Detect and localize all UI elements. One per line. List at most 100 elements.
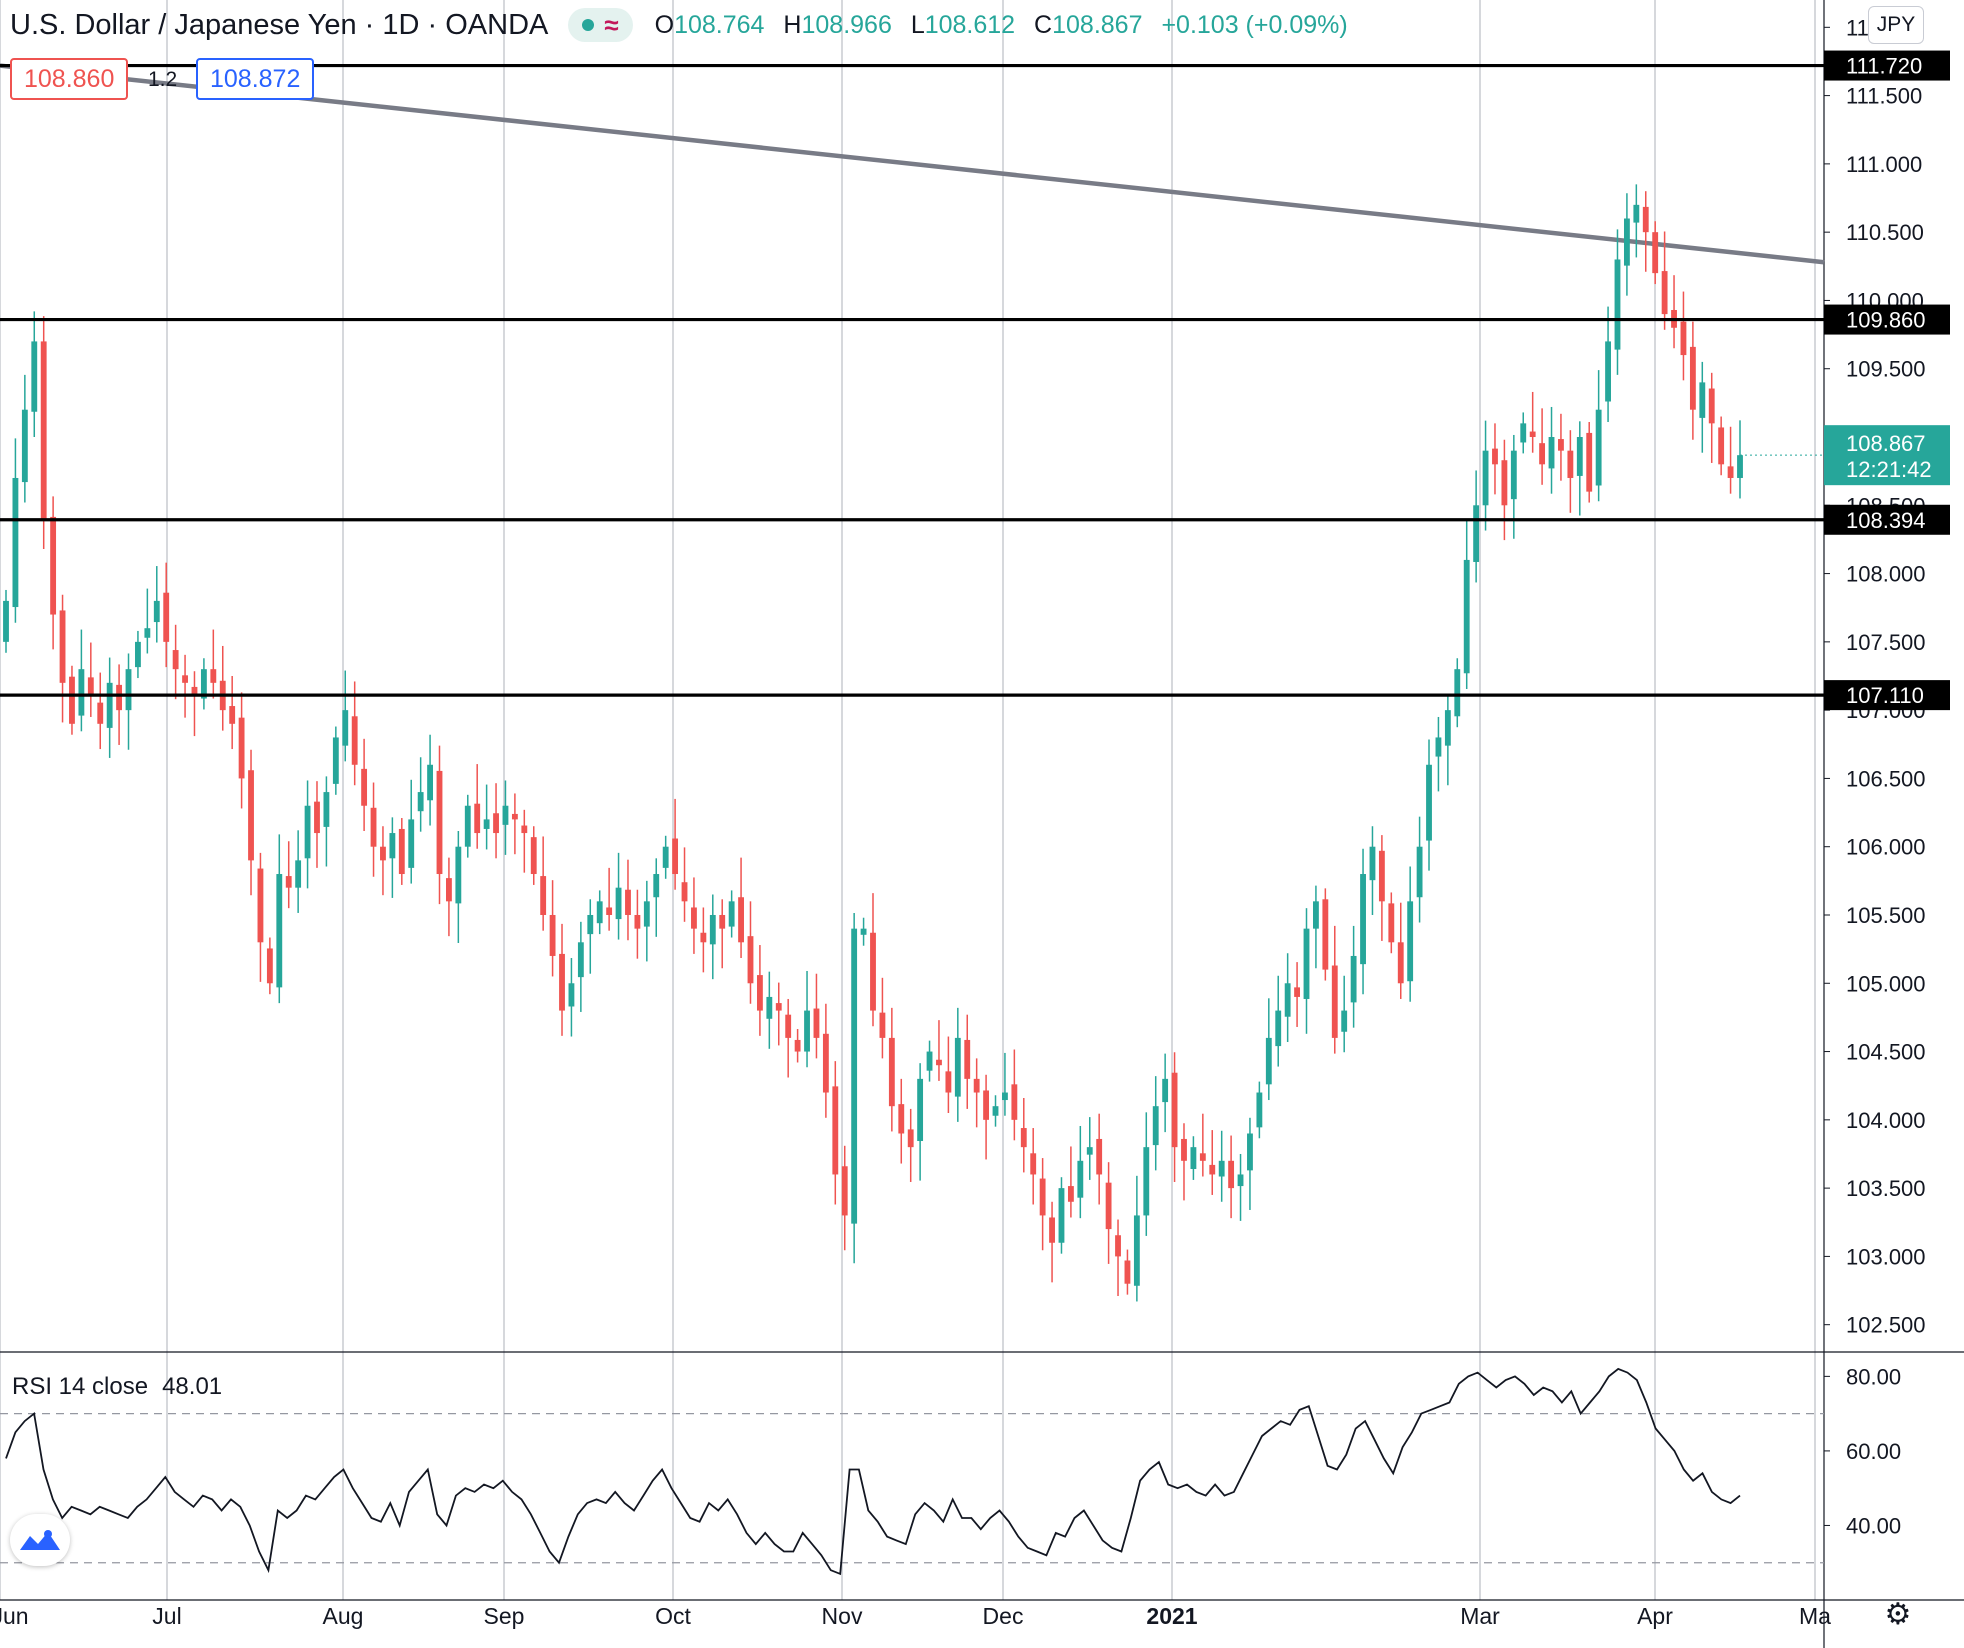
candle-body <box>1661 271 1668 315</box>
level-price-tag <box>1824 680 1950 711</box>
candle-body <box>97 702 104 724</box>
price-tick-label: 111.000 <box>1846 152 1922 177</box>
candle-body <box>31 341 38 412</box>
time-axis-label: Aug <box>323 1603 364 1629</box>
candle-body <box>1614 259 1621 350</box>
candle-body <box>389 833 396 859</box>
chart-header: U.S. Dollar / Japanese Yen · 1D · OANDA … <box>10 8 1360 42</box>
candle-body <box>464 805 471 847</box>
candle-body <box>1539 443 1546 465</box>
candle-body <box>747 936 754 984</box>
rsi-tick-label: 40.00 <box>1846 1513 1901 1538</box>
candle-body <box>983 1090 990 1120</box>
candle-body <box>361 768 368 806</box>
candle-body <box>775 1003 782 1011</box>
candle-body <box>314 801 320 834</box>
candle-body <box>634 914 641 929</box>
close-value: 108.867 <box>1052 10 1143 39</box>
level-price-tag <box>1824 50 1950 81</box>
price-tick-label: 109.500 <box>1846 357 1926 382</box>
level-price-text: 108.394 <box>1846 508 1926 533</box>
candle-body <box>1586 432 1593 492</box>
candle-body <box>1350 955 1357 1003</box>
rsi-legend[interactable]: RSI 14 close 48.01 <box>12 1373 222 1401</box>
candle-body <box>1190 1147 1197 1170</box>
candle-body <box>1105 1182 1112 1230</box>
candle-body <box>870 932 876 1011</box>
candle-body <box>1313 901 1319 929</box>
candle-body <box>625 889 631 915</box>
candle-body <box>1199 1153 1206 1161</box>
candle-body <box>1039 1178 1046 1216</box>
symbol-title[interactable]: U.S. Dollar / Japanese Yen · 1D · OANDA <box>10 8 549 41</box>
candle-body <box>954 1037 961 1097</box>
candle-body <box>1162 1078 1169 1103</box>
low-value: 108.612 <box>924 10 1016 39</box>
candle-body <box>1623 218 1630 266</box>
candle-body <box>643 901 650 927</box>
candle-body <box>615 887 622 920</box>
candle-body <box>1256 1092 1263 1128</box>
time-axis-label: Jun <box>0 1603 29 1629</box>
candle-body <box>832 1086 839 1175</box>
sell-price: 108.860 <box>24 64 115 93</box>
candle-body <box>1633 204 1640 223</box>
candle-body <box>521 825 528 834</box>
candle-body <box>483 819 490 829</box>
candle-body <box>1294 987 1300 997</box>
candle-body <box>276 874 283 988</box>
candle-body <box>342 710 349 746</box>
candle-body <box>549 914 556 956</box>
candle-body <box>40 341 47 519</box>
price-tick-label: 110.500 <box>1846 220 1924 245</box>
rsi-value: 48.01 <box>162 1373 223 1400</box>
candle-body <box>210 669 217 683</box>
time-axis-label: Ma <box>1799 1603 1831 1629</box>
candle-body <box>851 928 858 1224</box>
gear-icon[interactable]: ⚙ <box>1884 1597 1912 1631</box>
buy-button[interactable]: 108.872 <box>196 58 315 100</box>
candle-body <box>973 1078 980 1093</box>
price-tick-label: 111.500 <box>1846 84 1922 109</box>
time-axis-label: Jul <box>152 1603 181 1629</box>
candle-body <box>248 770 254 861</box>
candle-body <box>1558 439 1564 451</box>
candle-body <box>427 764 433 801</box>
candle-body <box>1407 901 1414 982</box>
candle-body <box>1331 965 1338 1038</box>
time-axis-label: 2021 <box>1146 1603 1197 1629</box>
candle-body <box>1171 1072 1178 1148</box>
rsi-label: RSI 14 close <box>12 1373 149 1400</box>
candle-body <box>172 650 179 670</box>
candle-body <box>719 914 726 929</box>
candle-body <box>738 897 744 943</box>
candle-body <box>530 837 537 875</box>
candle-body <box>1510 450 1517 500</box>
candle-body <box>1369 846 1376 881</box>
candle-body <box>1115 1235 1121 1257</box>
candle-body <box>446 878 452 902</box>
candle-body <box>1397 942 1404 984</box>
candle-body <box>1680 321 1687 356</box>
candle-body <box>1237 1174 1244 1187</box>
candle-body <box>116 684 123 711</box>
candle-body <box>1181 1138 1187 1161</box>
level-price-text: 111.720 <box>1846 54 1922 79</box>
currency-button[interactable]: JPY <box>1868 6 1924 44</box>
candle-body <box>1067 1186 1074 1202</box>
candle-body <box>898 1104 905 1134</box>
candle-body <box>370 807 377 847</box>
tradingview-logo-icon[interactable] <box>10 1514 70 1566</box>
candle-body <box>285 876 292 888</box>
status-pill[interactable]: ≈ <box>568 8 633 42</box>
candle-body <box>813 1008 820 1038</box>
candle-body <box>1096 1138 1103 1175</box>
candle-body <box>153 600 160 623</box>
sell-button[interactable]: 108.860 <box>10 58 129 100</box>
candle-body <box>417 792 424 812</box>
candle-body <box>841 1166 848 1216</box>
candle-body <box>502 805 509 825</box>
candle-body <box>1341 1010 1348 1032</box>
change-value: +0.103 (+0.09%) <box>1161 10 1348 39</box>
